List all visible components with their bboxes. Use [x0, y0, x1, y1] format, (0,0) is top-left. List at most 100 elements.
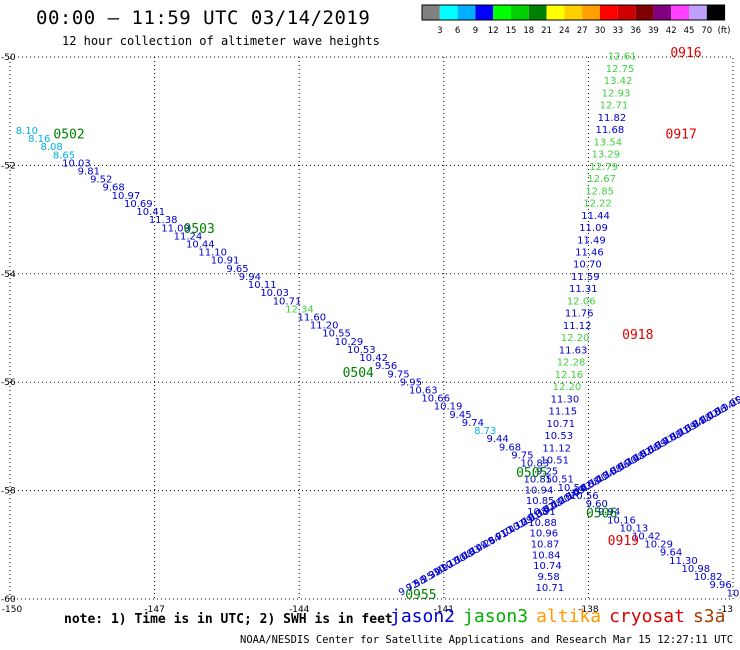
footnote: note: 1) Time is in UTC; 2) SWH is in fe… — [64, 612, 393, 627]
credit-line: NOAA/NESDIS Center for Satellite Applica… — [240, 634, 740, 646]
track-a-value: 9.25 — [536, 467, 558, 478]
colorbar-label: 70 — [701, 26, 712, 36]
colorbar-swatch — [689, 5, 707, 20]
track-a-value: 9.96 — [709, 580, 731, 591]
track-a-value: 10.42 — [359, 353, 388, 364]
pass-time-label: 0506 — [586, 507, 617, 522]
track-a-value: 10.91 — [211, 256, 240, 267]
colorbar-swatch — [422, 5, 440, 20]
track-c-value: 11.09 — [579, 223, 608, 234]
pass-time-label: 0502 — [53, 127, 84, 142]
track-a-value: 9.44 — [486, 434, 508, 445]
colorbar-swatch — [582, 5, 600, 20]
colorbar-label: 12 — [488, 26, 499, 36]
legend-item-s3a: s3a — [692, 606, 726, 627]
colorbar-swatch — [600, 5, 618, 20]
track-a-value: 9.74 — [462, 418, 484, 429]
track-c-value: 10.70 — [573, 260, 602, 271]
colorbar-label: 30 — [595, 26, 606, 36]
y-tick-label: -56 — [1, 378, 16, 388]
colorbar-label: 27 — [577, 26, 588, 36]
pass-time-label: 0917 — [666, 127, 697, 142]
track-a-value: 10.66 — [421, 394, 450, 405]
x-tick-label: -150 — [2, 605, 23, 615]
track-a-value: 10.56 — [558, 483, 587, 494]
chart-subtitle: 12 hour collection of altimeter wave hei… — [62, 34, 380, 48]
track-a-value: 11.24 — [174, 231, 203, 242]
colorbar-swatch — [511, 5, 529, 20]
track-c-value: 10.53 — [544, 431, 573, 442]
track-c-value: 11.44 — [581, 211, 610, 222]
colorbar-swatch — [617, 5, 636, 20]
track-a-value: 9.56 — [375, 361, 397, 372]
colorbar-label: 21 — [541, 26, 552, 36]
track-a-value: 10.29 — [335, 337, 364, 348]
pass-time-label: 0916 — [670, 46, 701, 61]
track-a-value: 10.69 — [124, 199, 153, 210]
track-a-value: 10.16 — [607, 515, 636, 526]
track-c-value: 12.06 — [567, 296, 596, 307]
pass-time-label: 0505 — [516, 466, 547, 481]
pass-time-label: 0919 — [608, 534, 639, 549]
colorbar-swatch — [493, 5, 511, 20]
track-b-value: 10.74 — [533, 561, 562, 572]
track-a-value: 9.94 — [598, 507, 620, 518]
track-a-value: 8.10 — [16, 126, 38, 137]
colorbar-swatch — [706, 5, 725, 20]
track-a-value: 10.82 — [694, 572, 723, 583]
track-c-value: 12.61 — [608, 52, 637, 63]
track-a-value: 10.98 — [682, 564, 711, 575]
track-c-value: 11.68 — [596, 125, 625, 136]
track-c-value: 10.51 — [540, 456, 569, 467]
track-b-value: 10.85 — [523, 474, 552, 485]
track-a-value: 10.83 — [520, 459, 549, 470]
colorbar-swatch — [475, 5, 494, 20]
track-a-value: 9.95 — [400, 377, 422, 388]
track-a-value: 11.09 — [161, 223, 190, 234]
pass-time-label: 0918 — [622, 328, 653, 343]
track-a-value: 10.71 — [273, 296, 302, 307]
track-a-value: 11.30 — [669, 556, 698, 567]
track-a-value: 8.73 — [474, 426, 496, 437]
y-tick-label: -60 — [1, 595, 16, 605]
satellite-legend: jason2 jason3 altika cryosat s3a — [390, 606, 733, 627]
track-c-value: 12.20 — [553, 382, 582, 393]
track-c-value: 13.29 — [591, 150, 620, 161]
track-c-value: 12.28 — [557, 358, 586, 369]
track-c-value: 12.22 — [583, 199, 612, 210]
track-b-value: 10.88 — [528, 518, 557, 529]
track-c-value: 11.12 — [542, 443, 571, 454]
track-a-value: 10.19 — [434, 402, 463, 413]
track-a-value: 8.65 — [53, 150, 75, 161]
track-a-value: 9.45 — [449, 410, 471, 421]
pass-time-label: 0955 — [405, 588, 436, 603]
track-c-value: 11.15 — [549, 407, 578, 418]
track-b-value: 10.51 — [527, 507, 556, 518]
track-a-value: 11.10 — [198, 248, 227, 259]
y-tick-label: -52 — [1, 161, 16, 171]
track-c-value: 12.75 — [606, 64, 635, 75]
track-c-value: 10.71 — [546, 419, 575, 430]
colorbar-label: 18 — [523, 26, 534, 36]
pass-time-label: 0504 — [343, 366, 374, 381]
track-a-value: 11.20 — [310, 321, 339, 332]
track-a-value: 10.11 — [248, 280, 277, 291]
track-a-value: 10.03 — [62, 158, 91, 169]
track-a-value: 8.16 — [28, 134, 50, 145]
track-b-value: 10.96 — [529, 529, 558, 540]
track-c-value: 11.82 — [598, 113, 627, 124]
colorbar-swatch — [457, 5, 476, 20]
y-tick-label: -58 — [1, 487, 16, 497]
track-c-value: 12.67 — [587, 174, 616, 185]
track-c-value: 11.46 — [575, 247, 604, 258]
track-a-value: 10.29 — [644, 540, 673, 551]
track-a-value: 10.97 — [112, 191, 141, 202]
track-b-value: 9.58 — [538, 572, 560, 583]
track-c-value: 12.20 — [561, 333, 590, 344]
legend-item-altika: altika — [536, 606, 602, 627]
x-tick-label: -141 — [434, 605, 454, 615]
track-a-value: 10.42 — [632, 532, 661, 543]
y-tick-label: -54 — [1, 270, 16, 280]
